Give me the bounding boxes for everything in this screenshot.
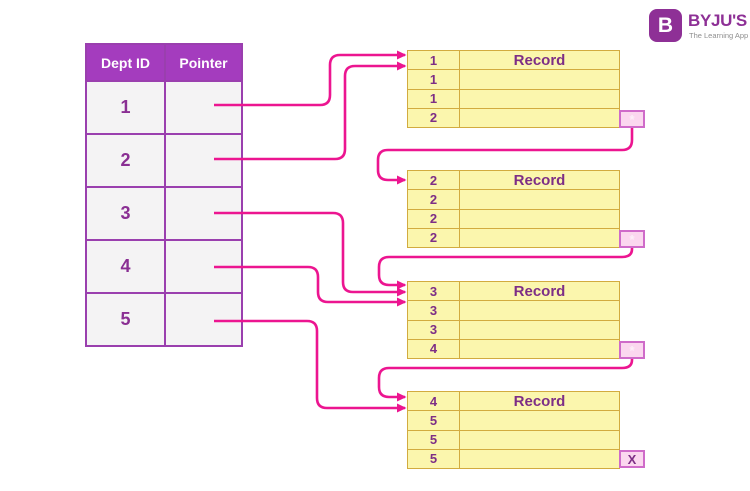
arrow-block2-to-block3-chain <box>377 248 634 290</box>
record-label: Record <box>513 392 566 410</box>
record-field <box>460 90 619 108</box>
byjus-logo-icon: B <box>649 9 682 42</box>
record-key: 3 <box>408 320 460 339</box>
record-field <box>460 301 619 319</box>
record-key: 2 <box>408 228 460 247</box>
dept-id-cell: 4 <box>87 241 166 292</box>
record-label: Record <box>513 282 566 300</box>
record-key: 4 <box>408 392 460 411</box>
next-block-pointer-box: X <box>619 450 645 468</box>
header-dept-id: Dept ID <box>87 45 166 80</box>
pointer-cell <box>166 135 241 186</box>
dept-index-table: Dept ID Pointer 1 2 3 4 5 <box>85 43 243 347</box>
block-row: 5 <box>408 448 619 468</box>
pointer-cell <box>166 188 241 239</box>
block-row: 5 <box>408 429 619 449</box>
record-key: 2 <box>408 209 460 228</box>
block-row: 2 <box>408 107 619 127</box>
header-pointer: Pointer <box>179 54 228 71</box>
pointer-cell <box>166 82 241 133</box>
record-field <box>460 431 619 449</box>
record-key: 2 <box>408 190 460 209</box>
record-key: 5 <box>408 430 460 449</box>
record-key: 1 <box>408 89 460 108</box>
record-field <box>460 210 619 228</box>
pointer-glyph: * <box>629 342 635 358</box>
block-row: 3 Record <box>408 282 619 301</box>
block-row: 2 <box>408 227 619 247</box>
block-row: 2 <box>408 208 619 228</box>
record-field <box>460 340 619 358</box>
dept-id-cell: 5 <box>87 294 166 345</box>
table-row: 3 <box>87 186 241 239</box>
block-row: 1 <box>408 88 619 108</box>
dept-id-cell: 2 <box>87 135 166 186</box>
record-block-3: 3 Record 3 3 4 <box>407 281 620 359</box>
table-row: 1 <box>87 80 241 133</box>
record-label: Record <box>513 171 566 189</box>
record-label: Record <box>513 51 566 69</box>
table-row: 5 <box>87 292 241 345</box>
record-key: 4 <box>408 339 460 358</box>
record-field <box>460 411 619 429</box>
record-key: 5 <box>408 411 460 430</box>
byjus-brand-text: BYJU'S <box>688 11 747 30</box>
byjus-tagline: The Learning App <box>689 31 749 40</box>
block-row: 4 <box>408 338 619 358</box>
table-row: 2 <box>87 133 241 186</box>
block-row: 1 <box>408 69 619 89</box>
byjus-logo: B BYJU'S The Learning App <box>649 9 748 43</box>
pointer-cell <box>166 241 241 292</box>
index-table-header: Dept ID Pointer <box>87 45 241 80</box>
record-key: 3 <box>408 282 460 301</box>
end-of-chain-marker: X <box>627 451 637 467</box>
record-field <box>460 190 619 208</box>
record-key: 2 <box>408 108 460 127</box>
record-block-1: 1 Record 1 1 2 <box>407 50 620 128</box>
record-key: 5 <box>408 449 460 468</box>
dept-id-cell: 3 <box>87 188 166 239</box>
next-block-pointer-box: * <box>619 230 645 248</box>
record-field <box>460 450 619 468</box>
record-block-2: 2 Record 2 2 2 <box>407 170 620 248</box>
block-row: 3 <box>408 300 619 320</box>
record-field <box>460 321 619 339</box>
block-row: 2 Record <box>408 171 619 190</box>
block-row: 2 <box>408 189 619 209</box>
block-row: 5 <box>408 410 619 430</box>
record-field <box>460 109 619 127</box>
next-block-pointer-box: * <box>619 110 645 128</box>
pointer-cell <box>166 294 241 345</box>
table-row: 4 <box>87 239 241 292</box>
record-block-4: 4 Record 5 5 5 <box>407 391 620 469</box>
next-block-pointer-box: * <box>619 341 645 359</box>
record-key: 2 <box>408 171 460 190</box>
record-field <box>460 70 619 88</box>
block-row: 1 Record <box>408 51 619 70</box>
record-key: 1 <box>408 51 460 70</box>
pointer-glyph: * <box>629 111 635 127</box>
record-field <box>460 229 619 247</box>
record-key: 1 <box>408 70 460 89</box>
dept-id-cell: 1 <box>87 82 166 133</box>
pointer-glyph: * <box>629 231 635 247</box>
record-key: 3 <box>408 301 460 320</box>
block-row: 3 <box>408 319 619 339</box>
block-row: 4 Record <box>408 392 619 411</box>
